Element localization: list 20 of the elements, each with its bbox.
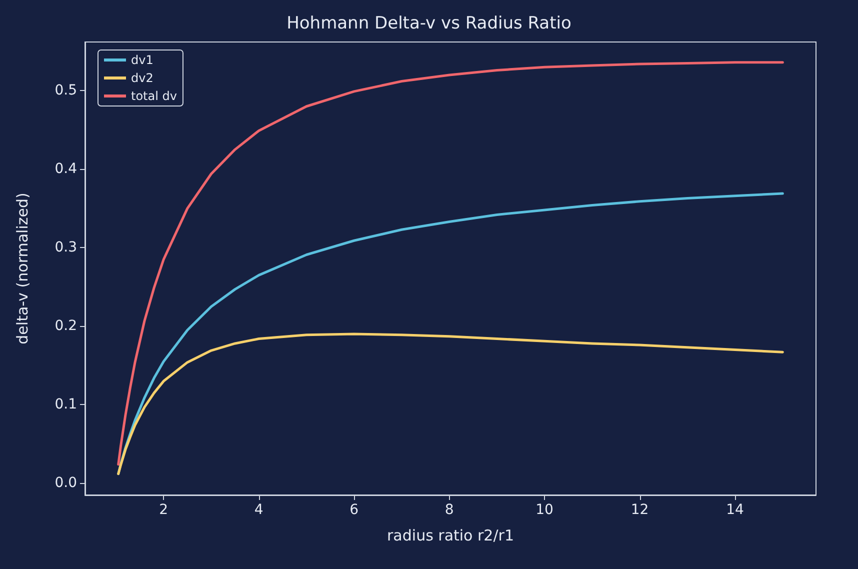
x-tick-label: 6 [350, 502, 359, 518]
y-tick-label: 0.3 [54, 240, 77, 256]
y-tick-label: 0.1 [54, 396, 77, 413]
legend-label: dv2 [131, 71, 154, 85]
x-tick-label: 10 [536, 502, 554, 518]
legend-label: dv1 [131, 53, 154, 67]
y-tick-label: 0.5 [54, 82, 77, 99]
y-tick-label: 0.4 [54, 161, 78, 178]
chart-title: Hohmann Delta-v vs Radius Ratio [286, 14, 572, 34]
line-series [117, 332, 784, 476]
x-tick-label: 4 [254, 502, 264, 518]
legend-label: total dv [131, 89, 177, 103]
y-tick-label: 0.0 [54, 475, 77, 492]
y-tick-label: 0.2 [54, 318, 77, 334]
x-tick-label: 14 [726, 502, 744, 518]
y-axis-title: delta-v (normalized) [14, 192, 32, 344]
x-tick-label: 2 [159, 502, 168, 518]
x-tick-label: 12 [630, 502, 649, 518]
x-tick-label: 8 [444, 502, 454, 518]
x-axis-title: radius ratio r2/r1 [387, 526, 514, 544]
